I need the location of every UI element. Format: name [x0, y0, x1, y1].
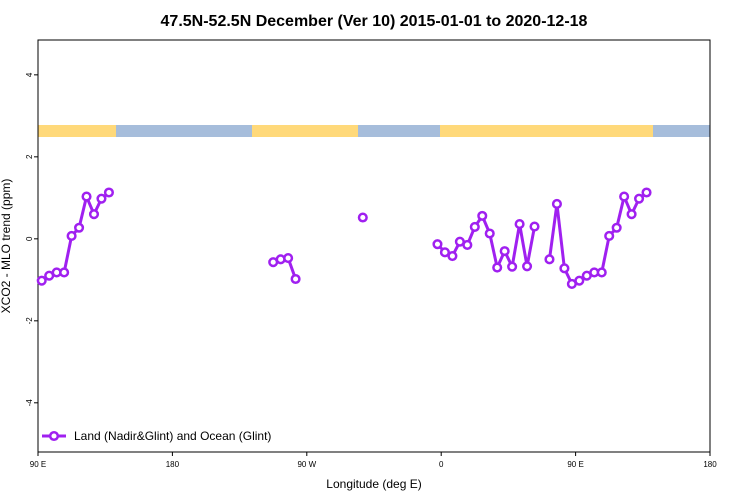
- point: [59, 267, 70, 278]
- point: [499, 246, 510, 257]
- point: [462, 239, 473, 251]
- point: [619, 191, 630, 202]
- x-tick-label: 90 E: [567, 460, 583, 469]
- x-tick-label: 90 W: [297, 460, 316, 469]
- legend-marker: [48, 430, 60, 442]
- x-tick-label: 180: [703, 460, 717, 469]
- point: [74, 222, 85, 233]
- y-tick-label: 2: [25, 154, 34, 159]
- point: [469, 221, 480, 232]
- point: [477, 210, 488, 221]
- y-tick-label: 0: [25, 236, 34, 241]
- point: [551, 198, 562, 210]
- chart-title: 47.5N-52.5N December (Ver 10) 2015-01-01…: [161, 13, 588, 30]
- point: [596, 267, 607, 278]
- plot-frame: [37, 39, 711, 453]
- x-axis-label: Longitude (deg E): [326, 477, 421, 491]
- land-ocean-strip: [38, 125, 710, 137]
- point: [447, 250, 458, 262]
- point: [634, 193, 645, 204]
- point: [439, 247, 450, 258]
- x-tick-label: 90 E: [30, 460, 46, 469]
- point: [626, 209, 637, 220]
- point: [36, 275, 47, 286]
- point: [432, 239, 443, 250]
- point: [96, 193, 107, 204]
- point: [641, 187, 652, 198]
- point: [544, 254, 555, 265]
- x-tick-label: 180: [166, 460, 180, 469]
- point: [522, 261, 533, 272]
- point: [514, 219, 525, 230]
- point: [88, 209, 100, 220]
- point: [492, 262, 503, 273]
- point: [507, 261, 518, 272]
- point: [357, 212, 368, 223]
- point: [529, 221, 540, 232]
- point: [484, 228, 495, 239]
- y-tick-label: 4: [25, 72, 34, 77]
- point: [283, 253, 294, 264]
- point: [611, 222, 622, 233]
- x-tick-label: 0: [439, 460, 444, 469]
- point: [66, 230, 77, 242]
- y-axis-label: XCO2 - MLO trend (ppm): [0, 179, 13, 314]
- point: [559, 263, 570, 274]
- point: [81, 191, 92, 202]
- legend-label: Land (Nadir&Glint) and Ocean (Glint): [74, 429, 271, 443]
- point: [290, 273, 301, 285]
- point: [604, 230, 615, 242]
- y-tick-label: -2: [25, 317, 34, 325]
- y-tick-label: -4: [25, 399, 34, 407]
- point: [103, 187, 114, 198]
- point: [574, 275, 585, 286]
